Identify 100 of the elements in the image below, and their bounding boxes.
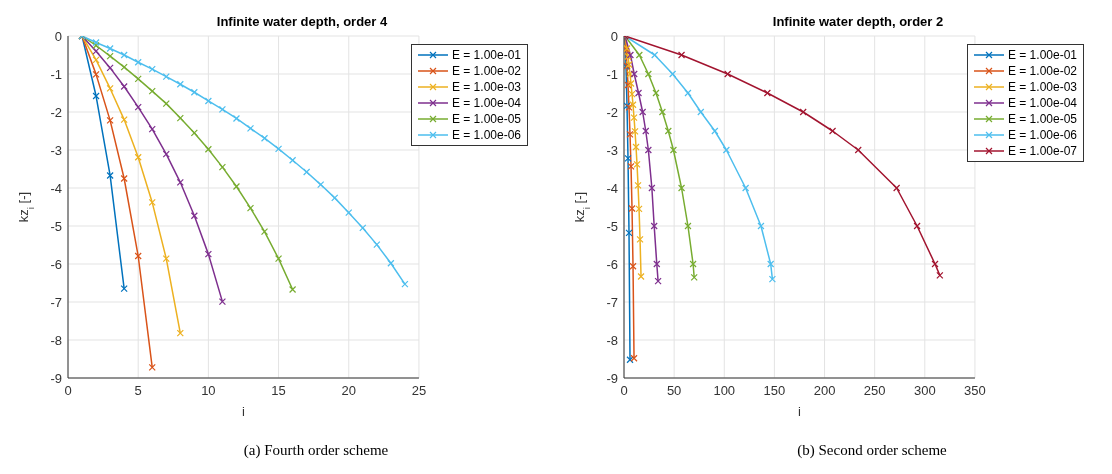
legend-label: E = 1.00e-03: [451, 79, 521, 95]
point: [190, 129, 198, 137]
x-tick-label: 20: [341, 383, 356, 399]
point: [176, 114, 184, 122]
x-tick-label: 300: [913, 383, 936, 399]
point: [627, 162, 635, 170]
point: [120, 174, 128, 183]
point: [767, 260, 775, 268]
point: [148, 65, 156, 73]
point: [629, 262, 637, 270]
legend-label: E = 1.00e-04: [451, 95, 521, 111]
point: [854, 146, 862, 154]
point: [642, 127, 650, 135]
point: [92, 70, 100, 78]
point: [742, 184, 750, 192]
point: [936, 271, 944, 279]
point: [106, 171, 114, 180]
point: [204, 250, 212, 258]
point: [625, 229, 633, 237]
point: [768, 275, 776, 283]
legend-label: E = 1.00e-05: [1007, 111, 1077, 127]
point: [653, 260, 661, 268]
x-tick-label: 15: [271, 383, 286, 399]
point: [246, 204, 255, 212]
y-tick-label: 0: [610, 28, 618, 44]
point: [303, 168, 311, 176]
point: [628, 90, 636, 98]
legend-label: E = 1.00e-07: [1007, 143, 1077, 159]
legend-label: E = 1.00e-02: [1007, 63, 1077, 79]
point: [373, 241, 381, 249]
y-tick-label: -8: [50, 332, 62, 348]
point: [799, 108, 807, 116]
y-tick-label: -3: [50, 142, 62, 158]
y-tick-label: -5: [50, 218, 62, 234]
point: [274, 255, 283, 263]
point: [134, 75, 142, 83]
x-tick-label: 5: [134, 383, 142, 399]
point: [626, 356, 634, 364]
x-tick-label: 250: [863, 383, 886, 399]
point: [260, 228, 269, 236]
point: [828, 127, 837, 135]
point: [639, 108, 647, 116]
y-tick-label: -2: [50, 104, 62, 120]
point: [162, 73, 170, 81]
point: [677, 51, 686, 59]
point: [218, 163, 227, 171]
point: [162, 150, 170, 158]
x-axis-title: i: [798, 404, 802, 419]
x-tick-label: 150: [763, 383, 786, 399]
point: [274, 145, 283, 153]
x-tick-label: 0: [64, 383, 72, 399]
x-tick-label: 50: [666, 383, 682, 399]
y-tick-label: -7: [50, 294, 62, 310]
point: [106, 116, 114, 124]
text: (a) Fourth order scheme: [242, 442, 390, 459]
point: [722, 146, 730, 154]
point: [106, 44, 114, 53]
x-tick-label: 0: [620, 383, 628, 399]
y-tick-label: -6: [606, 256, 618, 272]
x-tick-label: 100: [713, 383, 736, 399]
legend-label: E = 1.00e-02: [451, 63, 521, 79]
point: [626, 130, 634, 139]
x-tick-label: 10: [201, 383, 216, 399]
y-tick-label: -8: [606, 332, 618, 348]
point: [711, 127, 719, 135]
point: [331, 194, 339, 202]
legend-label: E = 1.00e-05: [451, 111, 521, 127]
point: [763, 89, 771, 97]
x-tick-label: 350: [964, 383, 986, 399]
point: [650, 222, 658, 230]
point: [677, 184, 686, 192]
point: [635, 51, 643, 59]
point: [624, 154, 632, 162]
point: [630, 354, 638, 362]
y-tick-label: -5: [606, 218, 618, 234]
point: [176, 329, 184, 337]
point: [120, 116, 128, 124]
point: [246, 124, 255, 132]
point: [204, 97, 212, 105]
point: [359, 224, 367, 232]
legend-label: E = 1.00e-04: [1007, 95, 1077, 111]
chart-title: Infinite water depth, order 2: [772, 14, 944, 29]
y-tick-label: -4: [606, 180, 618, 196]
point: [628, 204, 636, 213]
point: [260, 134, 269, 142]
point: [664, 127, 672, 135]
point: [648, 184, 656, 192]
y-tick-label: 0: [54, 28, 62, 44]
point: [120, 285, 128, 293]
legend-label: E = 1.00e-01: [451, 47, 521, 63]
point: [162, 100, 170, 108]
point: [190, 88, 198, 96]
point: [148, 363, 156, 371]
point: [148, 198, 156, 207]
point: [634, 181, 642, 189]
point: [644, 70, 652, 78]
x-tick-label: 25: [411, 383, 427, 399]
legend-label: E = 1.00e-01: [1007, 47, 1077, 63]
point: [630, 70, 638, 78]
legend-label: E = 1.00e-06: [1007, 127, 1077, 143]
